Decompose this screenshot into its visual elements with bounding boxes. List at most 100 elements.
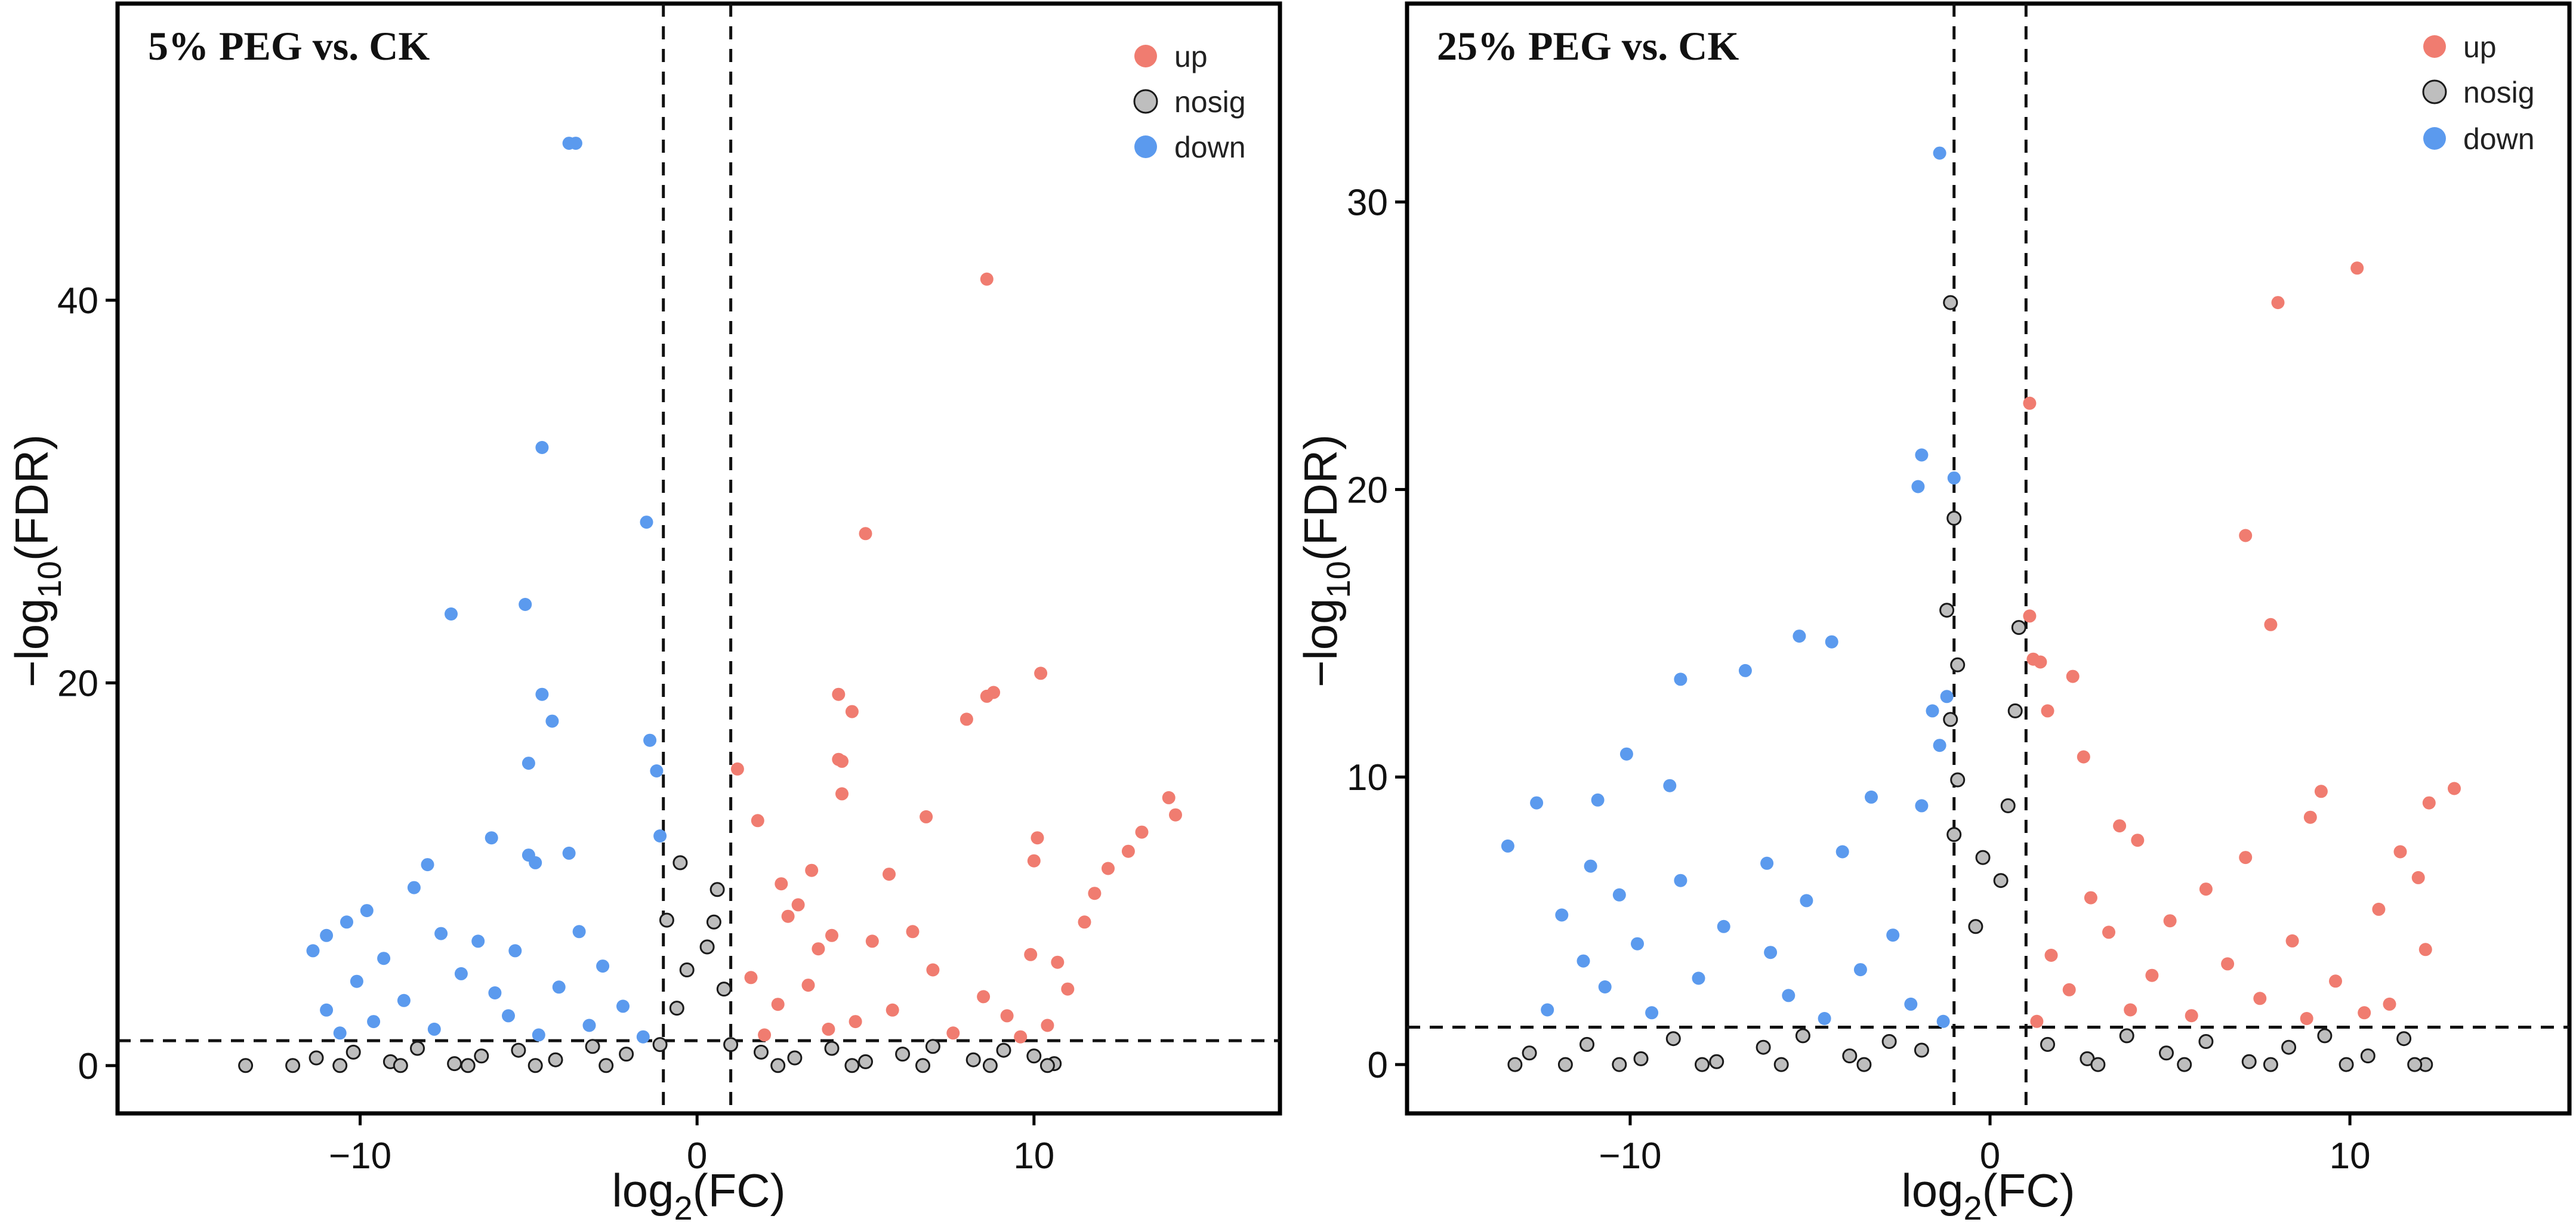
y-tick-label: 10 — [1347, 757, 1388, 798]
point-nosig — [723, 1037, 739, 1053]
point-up — [2239, 851, 2253, 865]
point-up — [2041, 704, 2054, 718]
point-nosig — [824, 1041, 840, 1056]
point-down — [532, 1028, 545, 1042]
point-nosig — [1039, 1058, 1055, 1073]
y-tick-label: 40 — [57, 280, 98, 322]
point-nosig — [679, 962, 695, 977]
point-nosig — [1842, 1048, 1858, 1064]
plot-frame — [115, 1, 1282, 1116]
point-nosig — [1507, 1057, 1523, 1072]
point-down — [653, 829, 667, 843]
point-nosig — [659, 912, 674, 928]
point-up — [2329, 974, 2342, 988]
x-tick-label: −10 — [329, 1135, 391, 1177]
y-tick-label: 0 — [1368, 1045, 1388, 1086]
point-nosig — [1773, 1057, 1789, 1072]
point-down — [397, 993, 411, 1007]
point-down — [569, 137, 582, 150]
point-nosig — [1522, 1045, 1537, 1061]
point-down — [1933, 146, 1946, 160]
point-nosig — [699, 939, 715, 955]
y-tick-label: 20 — [1347, 470, 1388, 511]
point-up — [832, 687, 846, 701]
point-down — [434, 927, 448, 940]
point-up — [2030, 1014, 2044, 1028]
legend-up-label: up — [1174, 40, 1208, 73]
point-nosig — [1950, 657, 1966, 672]
point-up — [2131, 834, 2145, 847]
point-up — [1102, 862, 1115, 875]
point-down — [1782, 989, 1796, 1002]
point-nosig — [2159, 1045, 2174, 1061]
point-down — [1619, 747, 1633, 761]
point-down — [1598, 980, 1612, 993]
legend-nosig-label: nosig — [1174, 85, 1246, 119]
point-up — [2264, 618, 2278, 631]
point-nosig — [1939, 603, 1955, 618]
point-down — [535, 441, 549, 454]
point-up — [1031, 831, 1044, 845]
point-down — [1904, 997, 1918, 1011]
point-nosig — [285, 1058, 301, 1073]
legend: up nosig down — [1133, 40, 1246, 164]
point-down — [306, 944, 320, 958]
point-down — [333, 1026, 347, 1040]
point-nosig — [2000, 798, 2016, 813]
point-down — [650, 764, 664, 777]
point-down — [1915, 799, 1929, 813]
point-nosig — [511, 1042, 526, 1058]
point-nosig — [672, 855, 688, 871]
point-down — [1940, 690, 1954, 703]
volcano-panel-25pct-peg: −10 0 10 0 10 20 30 25% PEG vs. CK up nosig do… — [1294, 1, 2572, 1222]
point-down — [1501, 839, 1514, 853]
point-down — [340, 915, 353, 929]
point-up — [2300, 1012, 2313, 1025]
point-up — [2023, 396, 2037, 410]
point-down — [1825, 635, 1838, 649]
point-up — [1014, 1030, 1028, 1044]
point-nosig — [754, 1044, 769, 1060]
point-nosig — [1026, 1048, 1042, 1064]
axis-ticks: −10 0 10 0 10 20 30 — [1347, 182, 2371, 1177]
panel-title: 25% PEG vs. CK — [1437, 23, 1739, 69]
point-up — [920, 810, 933, 823]
point-nosig — [332, 1058, 348, 1073]
point-nosig — [619, 1047, 634, 1062]
point-nosig — [709, 882, 725, 897]
point-up — [2314, 785, 2328, 798]
point-down — [1591, 793, 1605, 807]
point-up — [751, 814, 764, 828]
legend-down-marker — [2423, 127, 2446, 150]
point-nosig — [787, 1050, 803, 1066]
point-up — [1051, 955, 1065, 969]
point-nosig — [2360, 1048, 2376, 1064]
point-up — [2393, 845, 2407, 859]
point-up — [1034, 666, 1048, 680]
point-nosig — [2040, 1036, 2055, 1052]
point-up — [980, 689, 994, 703]
point-down — [1738, 664, 1752, 677]
point-nosig — [2119, 1028, 2134, 1044]
point-down — [1911, 480, 1925, 493]
point-up — [946, 1026, 960, 1040]
scatter-points — [238, 137, 1182, 1073]
x-tick-label: 0 — [687, 1135, 707, 1177]
point-down — [1663, 779, 1677, 792]
point-down — [1717, 919, 1730, 933]
axis-ticks: −10 0 10 0 20 40 — [57, 280, 1054, 1177]
point-nosig — [2090, 1057, 2106, 1072]
point-nosig — [548, 1052, 563, 1067]
point-down — [643, 733, 657, 747]
point-up — [1041, 1019, 1054, 1032]
point-down — [616, 999, 630, 1013]
point-nosig — [1946, 511, 1962, 526]
point-up — [2372, 902, 2386, 916]
point-down — [360, 904, 374, 918]
point-nosig — [915, 1058, 930, 1073]
point-up — [2271, 296, 2285, 310]
point-down — [1915, 448, 1929, 462]
point-up — [2350, 261, 2364, 275]
point-up — [771, 998, 785, 1011]
point-down — [1853, 963, 1867, 977]
